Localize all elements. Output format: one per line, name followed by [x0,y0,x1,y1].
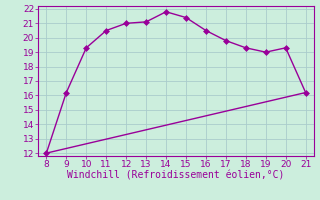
X-axis label: Windchill (Refroidissement éolien,°C): Windchill (Refroidissement éolien,°C) [67,171,285,181]
